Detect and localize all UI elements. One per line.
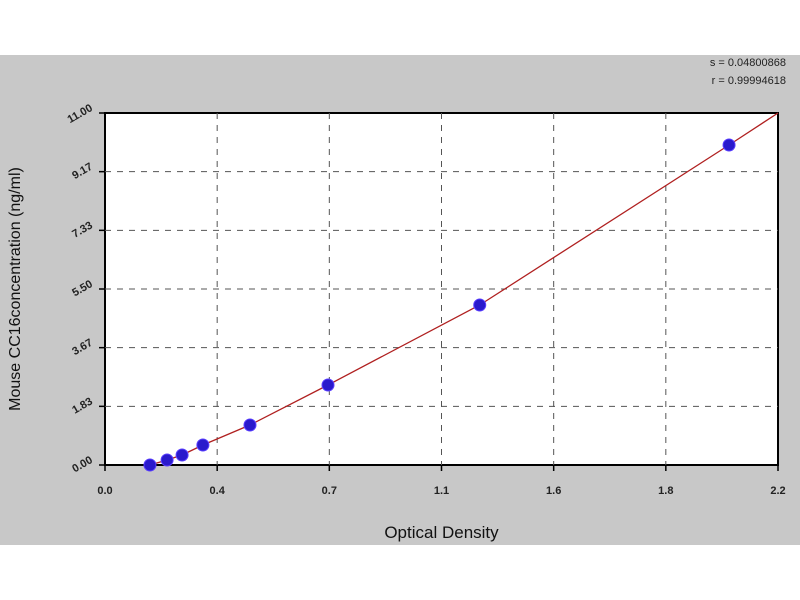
data-point — [175, 448, 189, 462]
x-axis-label: Optical Density — [384, 523, 499, 542]
data-point — [160, 453, 174, 467]
x-tick-label: 0.0 — [97, 485, 112, 497]
y-tick-label: 1.83 — [70, 396, 95, 417]
annotation-r: r = 0.99994618 — [711, 75, 786, 87]
data-point — [243, 418, 257, 432]
x-tick-label: 1.6 — [546, 485, 561, 497]
y-tick-label: 5.50 — [70, 278, 95, 299]
data-point — [321, 378, 335, 392]
y-tick-label: 9.17 — [70, 161, 95, 182]
x-tick-label: 0.7 — [322, 485, 337, 497]
y-tick-label: 0.00 — [70, 454, 95, 475]
x-tick-label: 0.4 — [210, 485, 226, 497]
y-tick-label: 7.33 — [70, 220, 95, 241]
data-point — [143, 458, 157, 472]
data-point — [722, 138, 736, 152]
y-axis-label: Mouse CC16concentration (ng/ml) — [7, 167, 24, 411]
x-tick-label: 1.8 — [658, 485, 673, 497]
y-tick-label: 11.00 — [65, 102, 94, 126]
x-tick-label: 1.1 — [434, 485, 449, 497]
data-point — [196, 438, 210, 452]
y-tick-label: 3.67 — [70, 337, 95, 358]
x-tick-label: 2.2 — [770, 485, 785, 497]
annotation-s: s = 0.04800868 — [709, 57, 786, 69]
data-point — [473, 298, 487, 312]
